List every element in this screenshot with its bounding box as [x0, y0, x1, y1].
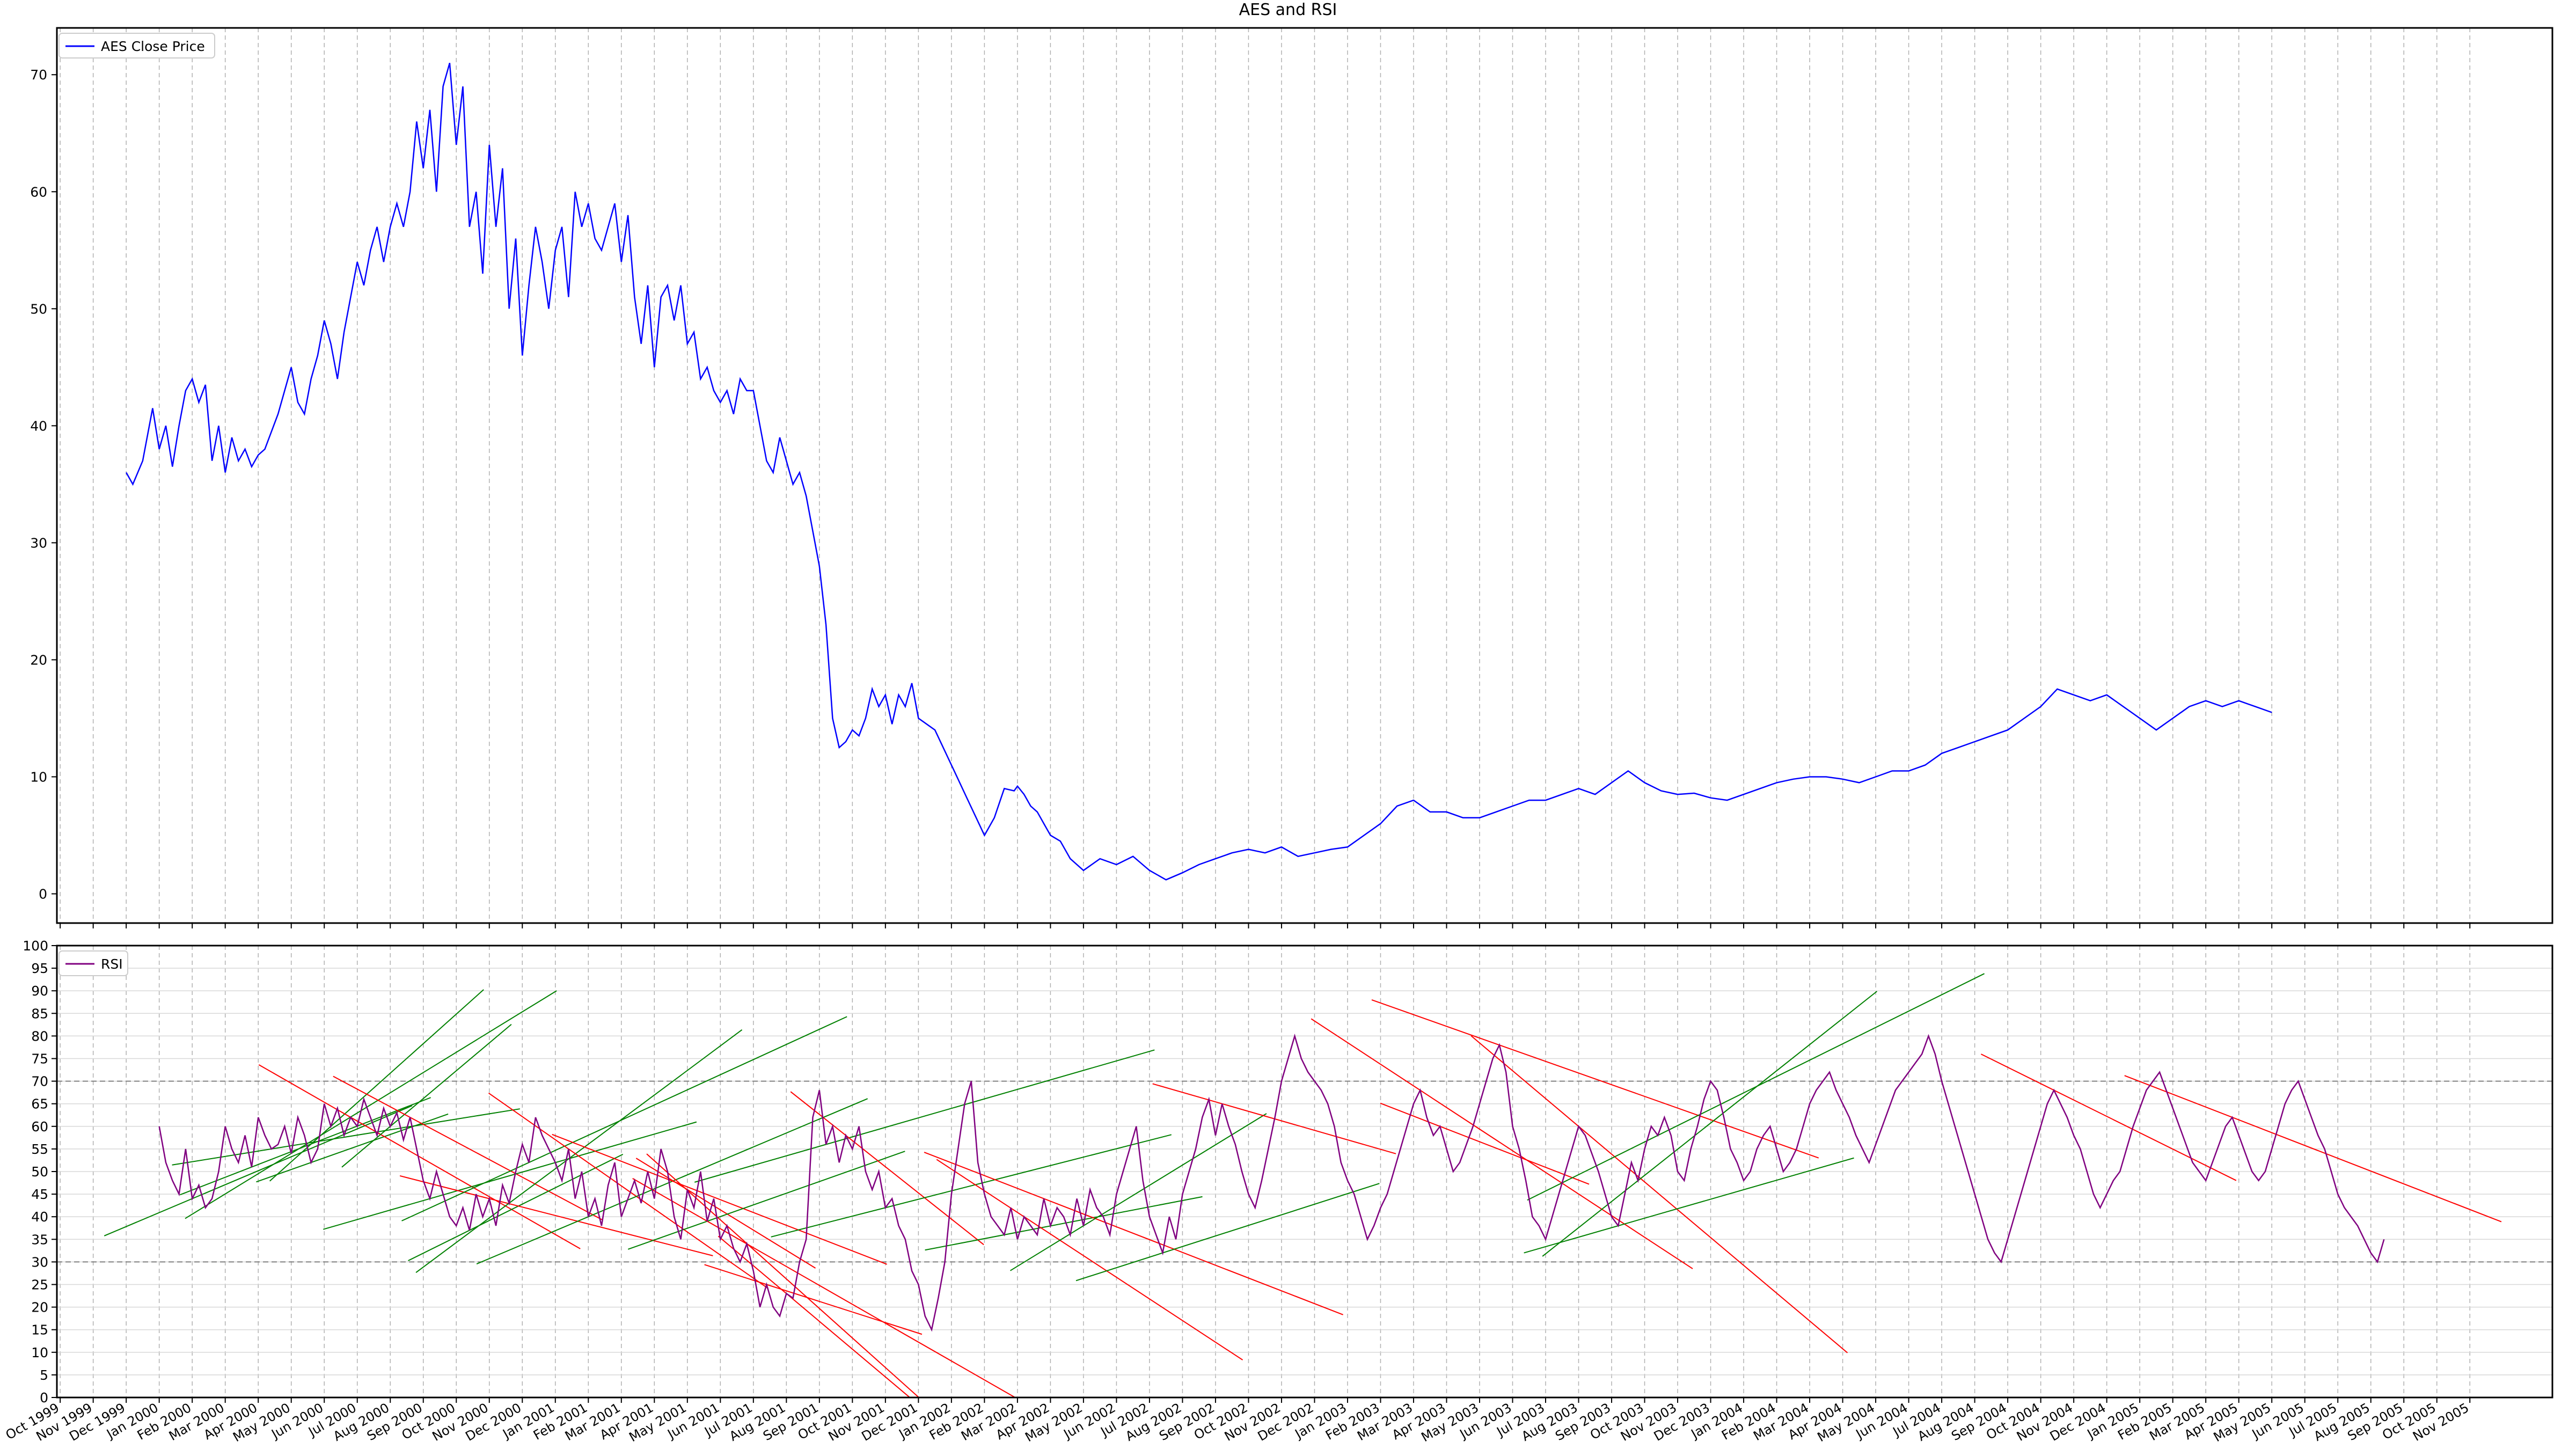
rsi-support-trendline [172, 1108, 520, 1166]
rsi-y-tick-label: 95 [31, 961, 48, 976]
rsi-support-trendline [341, 1023, 512, 1168]
rsi-support-trendline [323, 1121, 697, 1230]
rsi-y-tick-label: 50 [31, 1164, 48, 1180]
rsi-resistance-trendline [924, 1152, 1343, 1315]
rsi-y-tick-label: 45 [31, 1187, 48, 1202]
rsi-support-trendline [1524, 1157, 1854, 1254]
rsi-y-tick-label: 60 [31, 1119, 48, 1135]
rsi-support-trendline [401, 1016, 847, 1221]
rsi-support-trendline [925, 1196, 1203, 1251]
price-y-tick-label: 70 [30, 67, 47, 83]
rsi-y-tick-label: 5 [40, 1367, 48, 1383]
rsi-legend-label: RSI [101, 956, 123, 972]
rsi-resistance-trendline [1311, 1018, 1693, 1269]
price-legend-label: AES Close Price [101, 39, 205, 54]
rsi-support-trendline [1542, 991, 1878, 1257]
rsi-resistance-trendline [333, 1075, 603, 1220]
price-axes-frame [56, 27, 2553, 924]
price-y-tick-label: 30 [30, 535, 47, 551]
rsi-resistance-trendline [646, 1153, 920, 1397]
rsi-resistance-trendline [258, 1064, 581, 1249]
rsi-axes-frame [56, 945, 2553, 1399]
rsi-y-tick-label: 0 [40, 1390, 48, 1406]
price-series-line [126, 63, 2272, 881]
rsi-resistance-trendline [632, 1178, 1016, 1397]
price-y-tick-label: 10 [30, 769, 47, 785]
rsi-y-tick-label: 20 [31, 1300, 48, 1315]
rsi-y-tick-label: 90 [31, 983, 48, 999]
chart-title: AES and RSI [1239, 1, 1337, 19]
rsi-y-tick-label: 35 [31, 1232, 48, 1247]
rsi-legend: RSI [58, 950, 128, 976]
rsi-y-tick-label: 25 [31, 1277, 48, 1293]
rsi-resistance-trendline [488, 1093, 769, 1289]
rsi-y-tick-label: 65 [31, 1096, 48, 1112]
rsi-series-line [158, 1033, 2385, 1332]
rsi-y-tick-label: 100 [23, 938, 48, 954]
rsi-resistance-trendline [704, 1264, 923, 1335]
rsi-y-tick-label: 80 [31, 1028, 48, 1044]
rsi-resistance-trendline [1470, 1035, 1848, 1353]
rsi-y-tick-label: 40 [31, 1209, 48, 1225]
price-y-tick-label: 40 [30, 418, 47, 434]
price-y-tick-label: 0 [39, 886, 47, 902]
rsi-support-trendline [415, 1029, 743, 1273]
rsi-resistance-trendline [1980, 1053, 2237, 1181]
rsi-resistance-trendline [552, 1133, 888, 1265]
rsi-resistance-trendline [1380, 1102, 1590, 1185]
rsi-support-trendline [771, 1134, 1172, 1238]
rsi-y-tick-label: 30 [31, 1254, 48, 1270]
price-gridlines [60, 28, 2470, 923]
rsi-resistance-trendline [399, 1175, 713, 1256]
rsi-y-tick-label: 10 [31, 1345, 48, 1360]
price-x-ticks [60, 923, 2471, 928]
price-legend: AES Close Price [58, 33, 215, 58]
rsi-y-tick-label: 55 [31, 1141, 48, 1157]
rsi-resistance-trendline [718, 1235, 911, 1397]
rsi-support-trendline [627, 1151, 905, 1250]
price-y-tick-label: 20 [30, 652, 47, 668]
rsi-support-trendline [104, 1105, 413, 1236]
rsi-support-trendline [185, 990, 557, 1219]
rsi-resistance-trendline [635, 1158, 816, 1269]
price-y-axis: 0 10 20 30 40 50 60 70 [30, 67, 57, 902]
rsi-y-axis: 0 5 10 15 20 25 30 35 40 45 50 55 60 65 70 75 80 85 90 95 10… [23, 938, 57, 1406]
rsi-support-trendline [269, 989, 484, 1182]
rsi-resistance-trendline [1371, 999, 1819, 1159]
price-legend-box [58, 33, 215, 58]
price-y-tick-label: 60 [30, 184, 47, 200]
rsi-support-trendline [408, 1153, 624, 1262]
rsi-support-trendline [1075, 1183, 1380, 1282]
rsi-y-tick-label: 75 [31, 1051, 48, 1067]
rsi-y-tick-label: 70 [31, 1074, 48, 1089]
rsi-support-trendline [1009, 1113, 1267, 1271]
rsi-y-tick-label: 85 [31, 1006, 48, 1021]
rsi-trend-lines [104, 973, 2502, 1397]
rsi-reference-lines [57, 1080, 2552, 1263]
rsi-support-trendline [180, 1097, 431, 1196]
rsi-support-trendline [694, 1049, 1155, 1183]
rsi-resistance-trendline [2124, 1075, 2502, 1223]
rsi-gridlines [57, 945, 2552, 1398]
rsi-support-trendline [1527, 973, 1985, 1201]
rsi-resistance-trendline [936, 1159, 1243, 1360]
rsi-y-tick-label: 15 [31, 1322, 48, 1338]
price-y-tick-label: 50 [30, 301, 47, 317]
rsi-support-trendline [256, 1113, 449, 1183]
